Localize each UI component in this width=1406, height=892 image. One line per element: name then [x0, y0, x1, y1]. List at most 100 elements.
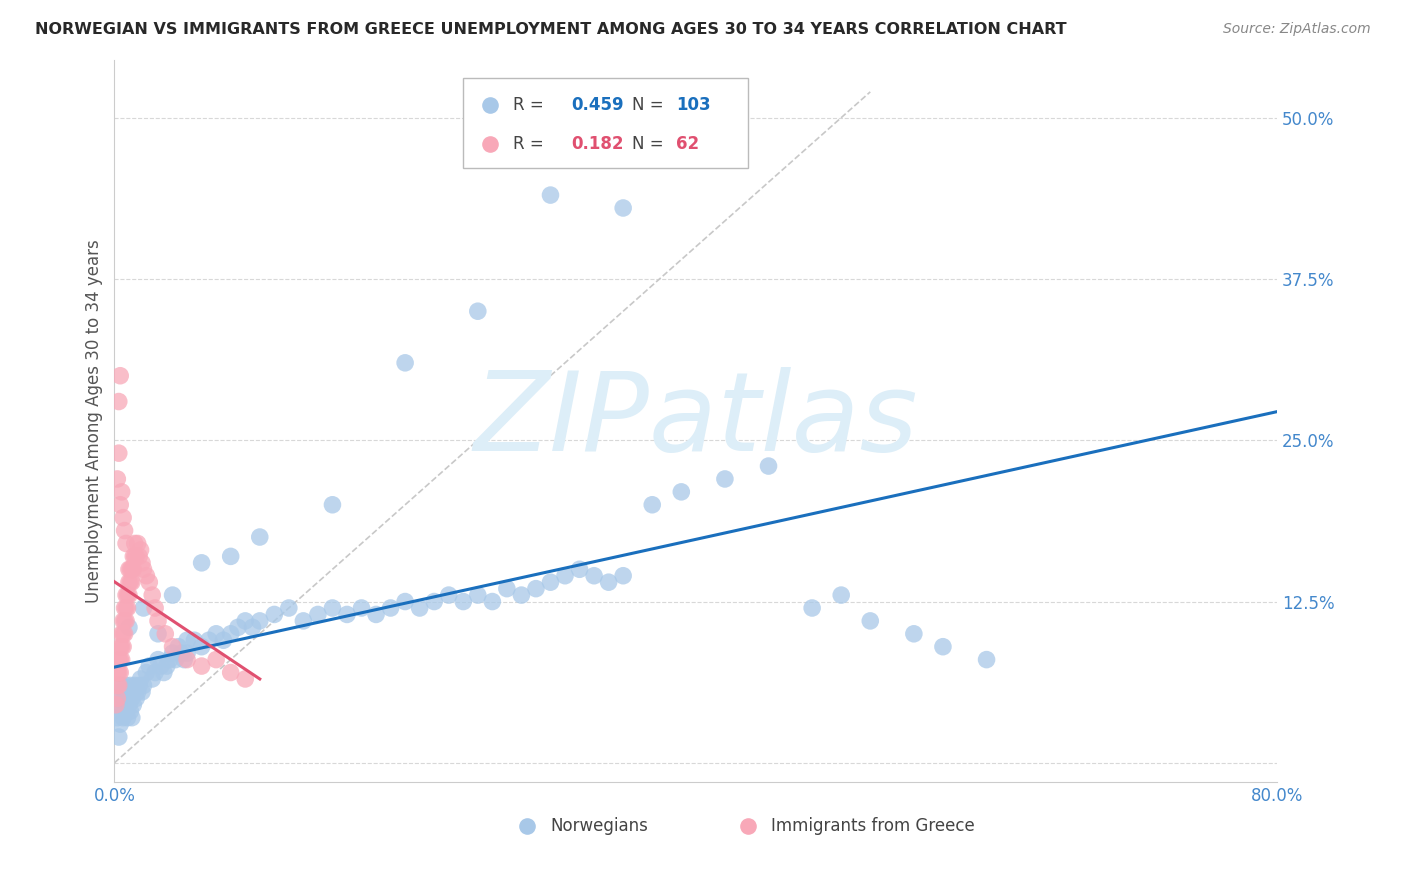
Point: [131, 685, 153, 699]
Point: [105, 472, 128, 486]
Point: [122, 698, 145, 712]
Text: N =: N =: [631, 135, 669, 153]
Point: [114, 524, 136, 538]
Point: [112, 691, 135, 706]
Text: Norwegians: Norwegians: [551, 816, 648, 835]
Point: [120, 678, 142, 692]
Point: [198, 633, 221, 648]
Point: [173, 652, 195, 666]
Point: [125, 691, 148, 706]
Point: [107, 665, 129, 680]
Text: Source: ZipAtlas.com: Source: ZipAtlas.com: [1223, 22, 1371, 37]
Point: [162, 640, 184, 654]
Point: [118, 562, 141, 576]
Point: [496, 582, 519, 596]
Point: [540, 188, 562, 202]
Point: [408, 601, 430, 615]
Point: [156, 659, 179, 673]
Point: [146, 614, 169, 628]
Point: [120, 704, 142, 718]
Point: [115, 614, 138, 628]
Point: [110, 640, 132, 654]
Point: [510, 588, 533, 602]
Point: [132, 678, 155, 692]
Point: [107, 652, 129, 666]
Point: [159, 652, 181, 666]
Point: [437, 588, 460, 602]
Point: [714, 472, 737, 486]
Point: [111, 484, 134, 499]
FancyBboxPatch shape: [463, 78, 748, 168]
Text: 62: 62: [676, 135, 699, 153]
Point: [249, 530, 271, 544]
Point: [190, 640, 212, 654]
Point: [107, 446, 129, 460]
Point: [124, 678, 146, 692]
Point: [307, 607, 329, 622]
Point: [233, 614, 256, 628]
Point: [122, 562, 145, 576]
Point: [132, 601, 155, 615]
Text: Immigrants from Greece: Immigrants from Greece: [772, 816, 976, 835]
Point: [121, 691, 143, 706]
Point: [112, 640, 135, 654]
Point: [165, 652, 187, 666]
Point: [121, 711, 143, 725]
Point: [111, 640, 134, 654]
Point: [205, 652, 228, 666]
Point: [219, 627, 242, 641]
Point: [117, 691, 139, 706]
Point: [263, 607, 285, 622]
Point: [170, 646, 193, 660]
Point: [583, 568, 606, 582]
Point: [612, 568, 634, 582]
Point: [153, 665, 176, 680]
Point: [104, 698, 127, 712]
Point: [540, 575, 562, 590]
Point: [107, 394, 129, 409]
Point: [117, 711, 139, 725]
Point: [481, 594, 503, 608]
Point: [176, 633, 198, 648]
Point: [619, 833, 641, 847]
Text: ZIPatlas: ZIPatlas: [474, 368, 918, 475]
Point: [598, 575, 620, 590]
Point: [107, 678, 129, 692]
Point: [124, 536, 146, 550]
Point: [127, 685, 149, 699]
Point: [118, 685, 141, 699]
Point: [121, 575, 143, 590]
Point: [129, 672, 152, 686]
Point: [190, 659, 212, 673]
Point: [135, 568, 157, 582]
Point: [149, 659, 172, 673]
Point: [138, 575, 160, 590]
Point: [112, 627, 135, 641]
Y-axis label: Unemployment Among Ages 30 to 34 years: Unemployment Among Ages 30 to 34 years: [86, 239, 103, 603]
Point: [117, 601, 139, 615]
Point: [115, 678, 138, 692]
Point: [524, 582, 547, 596]
Point: [801, 601, 824, 615]
Point: [641, 498, 664, 512]
Point: [128, 549, 150, 564]
Point: [114, 685, 136, 699]
Text: R =: R =: [513, 135, 550, 153]
Point: [138, 659, 160, 673]
Point: [903, 627, 925, 641]
Point: [114, 614, 136, 628]
Point: [226, 620, 249, 634]
Point: [112, 711, 135, 725]
Point: [423, 594, 446, 608]
Point: [128, 678, 150, 692]
Point: [107, 698, 129, 712]
Text: 103: 103: [676, 95, 710, 113]
Point: [242, 620, 264, 634]
Point: [111, 627, 134, 641]
Point: [129, 543, 152, 558]
Point: [976, 652, 998, 666]
Point: [114, 698, 136, 712]
Point: [176, 652, 198, 666]
Point: [932, 640, 955, 654]
Point: [122, 685, 145, 699]
